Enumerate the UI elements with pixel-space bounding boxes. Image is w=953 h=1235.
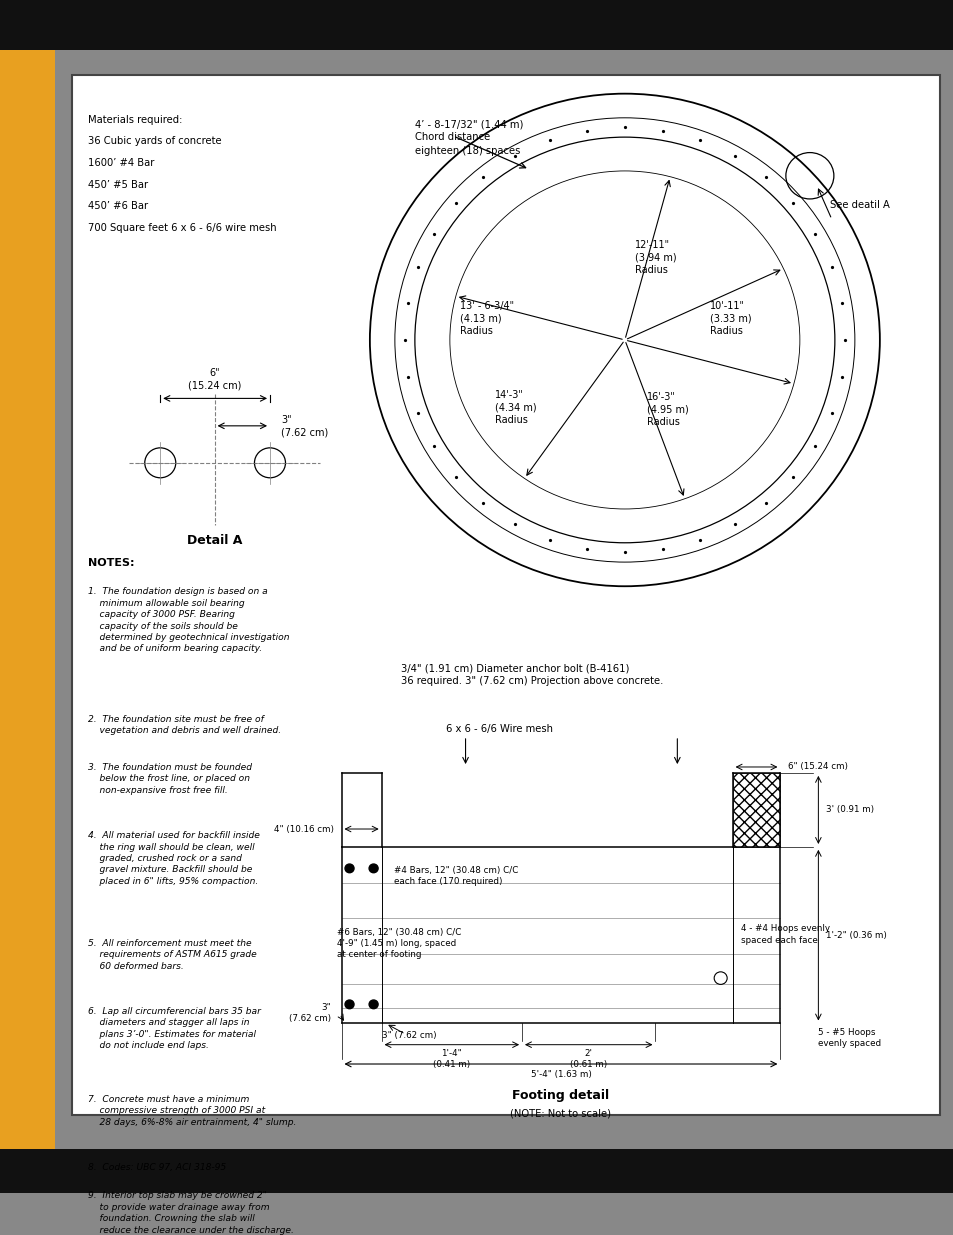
Text: 14'-3"
(4.34 m)
Radius: 14'-3" (4.34 m) Radius (495, 390, 536, 425)
Bar (0, 0, 55, 1193)
Text: #4 Bars, 12" (30.48 cm) C/C
each face (170 required): #4 Bars, 12" (30.48 cm) C/C each face (1… (394, 866, 517, 885)
Text: 12'-11"
(3.94 m)
Radius: 12'-11" (3.94 m) Radius (634, 241, 676, 275)
Text: 3" (7.62 cm): 3" (7.62 cm) (382, 1030, 436, 1040)
Text: 450’ #6 Bar: 450’ #6 Bar (88, 201, 148, 211)
Text: 3"
(7.62 cm): 3" (7.62 cm) (281, 415, 329, 437)
Bar (0, 1149, 953, 1193)
Circle shape (369, 1000, 377, 1009)
Text: 4 - #4 Hoops evenly
spaced each face: 4 - #4 Hoops evenly spaced each face (740, 925, 829, 945)
Text: 3"
(7.62 cm): 3" (7.62 cm) (289, 1003, 332, 1024)
Text: Materials required:: Materials required: (88, 115, 182, 125)
Circle shape (345, 864, 354, 873)
Text: 5.  All reinforcement must meet the
    requirements of ASTM A615 grade
    60 d: 5. All reinforcement must meet the requi… (88, 939, 256, 971)
Text: Footing detail: Footing detail (512, 1089, 609, 1102)
Text: #6 Bars, 12" (30.48 cm) C/C
4'-9" (1.45 m) long, spaced
at center of footing: #6 Bars, 12" (30.48 cm) C/C 4'-9" (1.45 … (336, 927, 460, 960)
Text: 1'-2" (0.36 m): 1'-2" (0.36 m) (825, 931, 886, 940)
Text: 16'-3"
(4.95 m)
Radius: 16'-3" (4.95 m) Radius (646, 391, 688, 427)
Text: 6 x 6 - 6/6 Wire mesh: 6 x 6 - 6/6 Wire mesh (446, 724, 553, 734)
Text: 8.  Codes: UBC 97, ACI 318-95: 8. Codes: UBC 97, ACI 318-95 (88, 1163, 226, 1172)
Text: 2'
(0.61 m): 2' (0.61 m) (570, 1049, 607, 1068)
Circle shape (369, 864, 377, 873)
Text: 1.  The foundation design is based on a
    minimum allowable soil bearing
    c: 1. The foundation design is based on a m… (88, 587, 289, 653)
Text: 6" (15.24 cm): 6" (15.24 cm) (787, 762, 847, 772)
Text: 4’ - 8-17/32" (1.44 m)
Chord distance
eighteen (18) spaces: 4’ - 8-17/32" (1.44 m) Chord distance ei… (415, 120, 523, 156)
Text: 700 Square feet 6 x 6 - 6/6 wire mesh: 700 Square feet 6 x 6 - 6/6 wire mesh (88, 224, 276, 233)
Circle shape (345, 1000, 354, 1009)
Text: See deatil A: See deatil A (829, 200, 889, 210)
Text: 4.  All material used for backfill inside
    the ring wall should be clean, wel: 4. All material used for backfill inside… (88, 831, 259, 885)
Text: 450’ #5 Bar: 450’ #5 Bar (88, 180, 148, 190)
Text: 3/4" (1.91 cm) Diameter anchor bolt (B-4161)
36 required. 3" (7.62 cm) Projectio: 3/4" (1.91 cm) Diameter anchor bolt (B-4… (400, 663, 662, 687)
Text: (NOTE: Not to scale): (NOTE: Not to scale) (510, 1109, 611, 1119)
Text: 2.  The foundation site must be free of
    vegetation and debris and well drain: 2. The foundation site must be free of v… (88, 715, 280, 735)
Bar (71, 75, 939, 1115)
Text: 13' - 6-3/4"
(4.13 m)
Radius: 13' - 6-3/4" (4.13 m) Radius (459, 301, 514, 336)
Text: 7.  Concrete must have a minimum
    compressive strength of 3000 PSI at
    28 : 7. Concrete must have a minimum compress… (88, 1094, 295, 1126)
Text: NOTES:: NOTES: (88, 558, 134, 568)
Bar (732, 773, 780, 847)
Text: 1600’ #4 Bar: 1600’ #4 Bar (88, 158, 154, 168)
Text: 5'-4" (1.63 m): 5'-4" (1.63 m) (530, 1070, 591, 1079)
Text: 36 Cubic yards of concrete: 36 Cubic yards of concrete (88, 136, 221, 146)
Text: 3.  The foundation must be founded
    below the frost line, or placed on
    no: 3. The foundation must be founded below … (88, 763, 252, 795)
Text: 6"
(15.24 cm): 6" (15.24 cm) (188, 368, 241, 390)
Text: 6.  Lap all circumferencial bars 35 bar
    diameters and stagger all laps in
  : 6. Lap all circumferencial bars 35 bar d… (88, 1007, 260, 1050)
Text: 4" (10.16 cm): 4" (10.16 cm) (274, 825, 334, 834)
Text: 10'-11"
(3.33 m)
Radius: 10'-11" (3.33 m) Radius (709, 301, 751, 336)
Text: 3' (0.91 m): 3' (0.91 m) (825, 805, 874, 814)
Text: Detail A: Detail A (187, 535, 242, 547)
Bar (0, 0, 953, 51)
Text: 5 - #5 Hoops
evenly spaced: 5 - #5 Hoops evenly spaced (818, 1029, 881, 1049)
Text: 9.  Interior top slab may be crowned 2"
    to provide water drainage away from
: 9. Interior top slab may be crowned 2" t… (88, 1192, 294, 1235)
Text: 1'-4"
(0.41 m): 1'-4" (0.41 m) (433, 1049, 470, 1068)
